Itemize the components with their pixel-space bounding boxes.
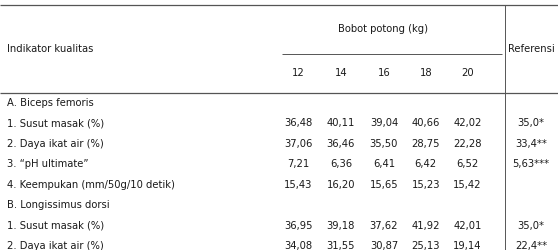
Text: 5,63***: 5,63*** [513,159,550,169]
Text: 3. “pH ultimate”: 3. “pH ultimate” [7,159,88,169]
Text: A. Biceps femoris: A. Biceps femoris [7,98,93,108]
Text: 35,0*: 35,0* [518,221,545,231]
Text: 31,55: 31,55 [326,241,355,250]
Text: 16,20: 16,20 [326,180,355,190]
Text: 14: 14 [335,68,347,78]
Text: 15,43: 15,43 [285,180,312,190]
Text: 15,23: 15,23 [411,180,440,190]
Text: Referensi: Referensi [508,44,555,54]
Text: 6,41: 6,41 [373,159,395,169]
Text: 12: 12 [292,68,305,78]
Text: 42,01: 42,01 [454,221,482,231]
Text: 39,18: 39,18 [327,221,355,231]
Text: 33,4**: 33,4** [515,139,547,149]
Text: 19,14: 19,14 [453,241,482,250]
Text: 15,42: 15,42 [453,180,482,190]
Text: 42,02: 42,02 [454,118,482,128]
Text: 37,62: 37,62 [369,221,398,231]
Text: 36,48: 36,48 [285,118,312,128]
Text: 22,28: 22,28 [453,139,482,149]
Text: 22,4**: 22,4** [515,241,547,250]
Text: 40,11: 40,11 [327,118,355,128]
Text: 37,06: 37,06 [285,139,312,149]
Text: 15,65: 15,65 [369,180,398,190]
Text: 6,36: 6,36 [330,159,352,169]
Text: 1. Susut masak (%): 1. Susut masak (%) [7,221,104,231]
Text: 28,75: 28,75 [411,139,440,149]
Text: 2. Daya ikat air (%): 2. Daya ikat air (%) [7,139,103,149]
Text: 40,66: 40,66 [412,118,440,128]
Text: 6,42: 6,42 [415,159,437,169]
Text: 36,46: 36,46 [327,139,355,149]
Text: Indikator kualitas: Indikator kualitas [7,44,93,54]
Text: 35,0*: 35,0* [518,118,545,128]
Text: 25,13: 25,13 [411,241,440,250]
Text: 1. Susut masak (%): 1. Susut masak (%) [7,118,104,128]
Text: B. Longissimus dorsi: B. Longissimus dorsi [7,200,109,210]
Text: 34,08: 34,08 [285,241,312,250]
Text: 36,95: 36,95 [284,221,313,231]
Text: 18: 18 [420,68,432,78]
Text: 41,92: 41,92 [411,221,440,231]
Text: 16: 16 [378,68,390,78]
Text: 4. Keempukan (mm/50g/10 detik): 4. Keempukan (mm/50g/10 detik) [7,180,175,190]
Text: 39,04: 39,04 [370,118,398,128]
Text: 7,21: 7,21 [287,159,310,169]
Text: 30,87: 30,87 [370,241,398,250]
Text: 6,52: 6,52 [456,159,479,169]
Text: 2. Daya ikat air (%): 2. Daya ikat air (%) [7,241,103,250]
Text: 20: 20 [461,68,474,78]
Text: Bobot potong (kg): Bobot potong (kg) [338,24,428,34]
Text: 35,50: 35,50 [370,139,398,149]
